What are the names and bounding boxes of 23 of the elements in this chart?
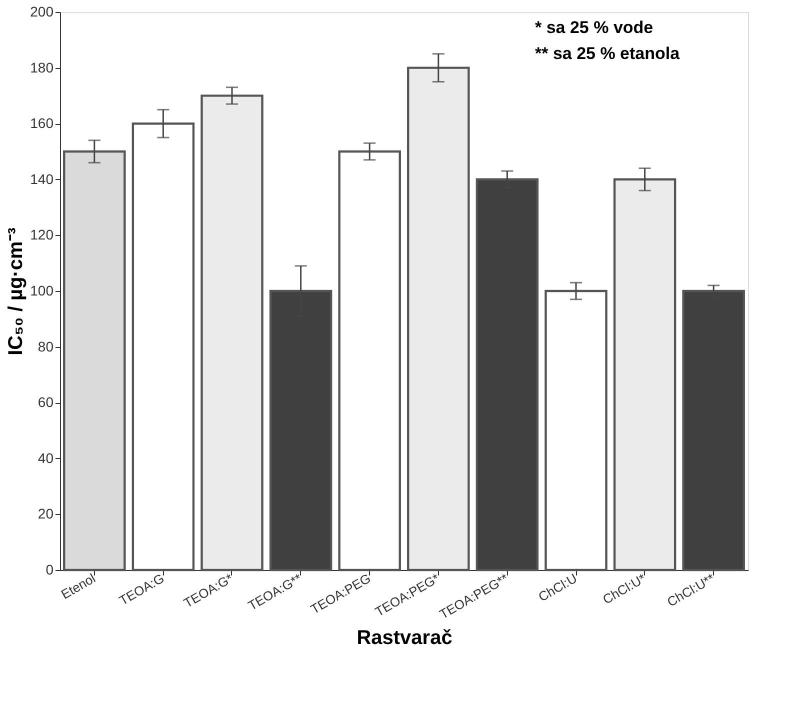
y-tick-label: 20: [38, 506, 54, 522]
y-tick-label: 180: [30, 59, 54, 76]
bar: [63, 150, 126, 572]
y-tick-label: 40: [38, 450, 54, 466]
x-axis-title: Rastvarač: [356, 626, 452, 649]
y-tick-label: 160: [30, 115, 54, 132]
y-tick-label: 120: [30, 226, 54, 243]
bar: [613, 178, 676, 572]
bar: [132, 122, 195, 572]
annotation: ** sa 25 % etanola: [535, 44, 680, 63]
y-tick-label: 80: [38, 338, 54, 354]
y-axis-title: IC₅₀ / µg·cm⁻³: [5, 227, 28, 356]
bar: [407, 66, 470, 572]
bar: [338, 150, 401, 572]
bar: [682, 290, 745, 572]
bar: [544, 290, 608, 572]
y-tick-label: 100: [30, 282, 54, 298]
y-tick-label: 60: [38, 394, 54, 410]
y-tick-label: 200: [30, 4, 54, 20]
annotation: * sa 25 % vode: [535, 18, 654, 37]
bar: [200, 94, 264, 572]
y-tick-label: 140: [30, 170, 54, 187]
y-tick-label: 0: [46, 562, 54, 578]
